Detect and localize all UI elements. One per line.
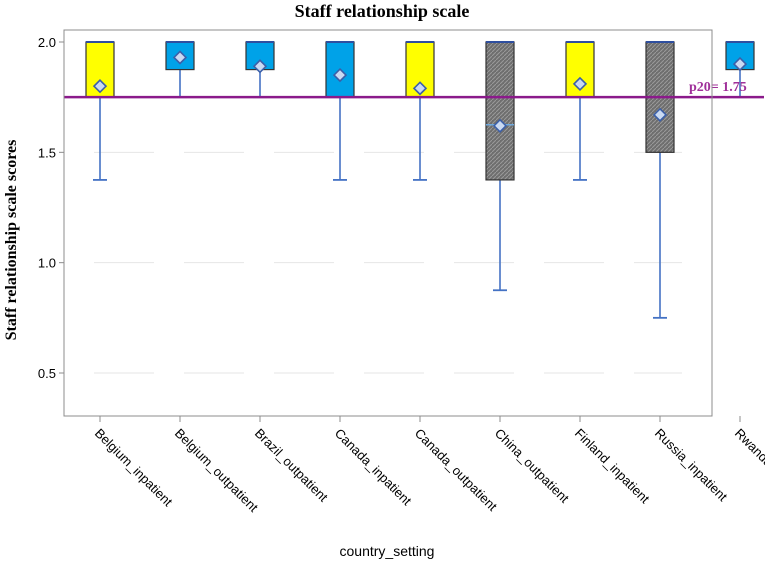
box-rwanda-inpatient <box>725 41 755 99</box>
x-axis-ticks: Belgium_inpatientBelgium_outpatientBrazi… <box>92 416 765 515</box>
box-russia-inpatient <box>645 41 675 319</box>
y-tick-label: 0.5 <box>38 366 56 381</box>
plot-frame <box>63 29 713 417</box>
x-tick-label: Finland_inpatient <box>572 426 653 507</box>
mean-marker <box>572 76 588 92</box>
y-tick-label: 2.0 <box>38 35 56 50</box>
x-axis-label: country_setting <box>340 543 435 559</box>
y-axis-ticks: 2.0 1.5 1.0 0.5 <box>38 35 64 381</box>
box-brazil-outpatient <box>245 41 275 99</box>
box-belgium-outpatient <box>165 41 195 99</box>
box-belgium-inpatient <box>85 41 115 181</box>
box-canada-outpatient <box>405 41 435 181</box>
box-canada-inpatient <box>325 41 355 181</box>
mean-marker <box>332 67 348 83</box>
boxes <box>85 41 755 319</box>
x-tick-label: China_outpatient <box>492 426 572 506</box>
x-tick-label: Rwanda_inpatient <box>732 426 765 510</box>
mean-marker <box>732 56 748 72</box>
box-finland-inpatient <box>565 41 595 181</box>
grid-lines <box>94 151 682 374</box>
x-tick-label: Canada_inpatient <box>332 426 415 509</box>
x-tick-label: Brazil_outpatient <box>252 426 331 505</box>
mean-marker <box>492 118 508 133</box>
x-tick-label: Russia_inpatient <box>652 426 731 505</box>
box-china-outpatient <box>485 41 515 292</box>
reference-line-label: p20= 1.75 <box>689 80 747 95</box>
y-tick-label: 1.5 <box>38 145 56 160</box>
x-tick-label: Belgium_inpatient <box>92 426 176 510</box>
mean-marker <box>172 50 188 65</box>
reference-line-group: p20= 1.75 <box>64 80 764 99</box>
mean-marker <box>412 81 428 96</box>
box-iqr <box>485 41 515 181</box>
mean-marker <box>252 59 268 74</box>
x-tick-label: Belgium_outpatient <box>172 426 262 516</box>
y-tick-label: 1.0 <box>38 256 56 271</box>
x-tick-label: Canada_outpatient <box>412 426 501 515</box>
mean-marker <box>652 107 668 122</box>
y-axis-label: Staff relationship scale scores <box>3 140 20 341</box>
mean-marker <box>92 79 108 94</box>
chart-title: Staff relationship scale <box>295 1 470 21</box>
